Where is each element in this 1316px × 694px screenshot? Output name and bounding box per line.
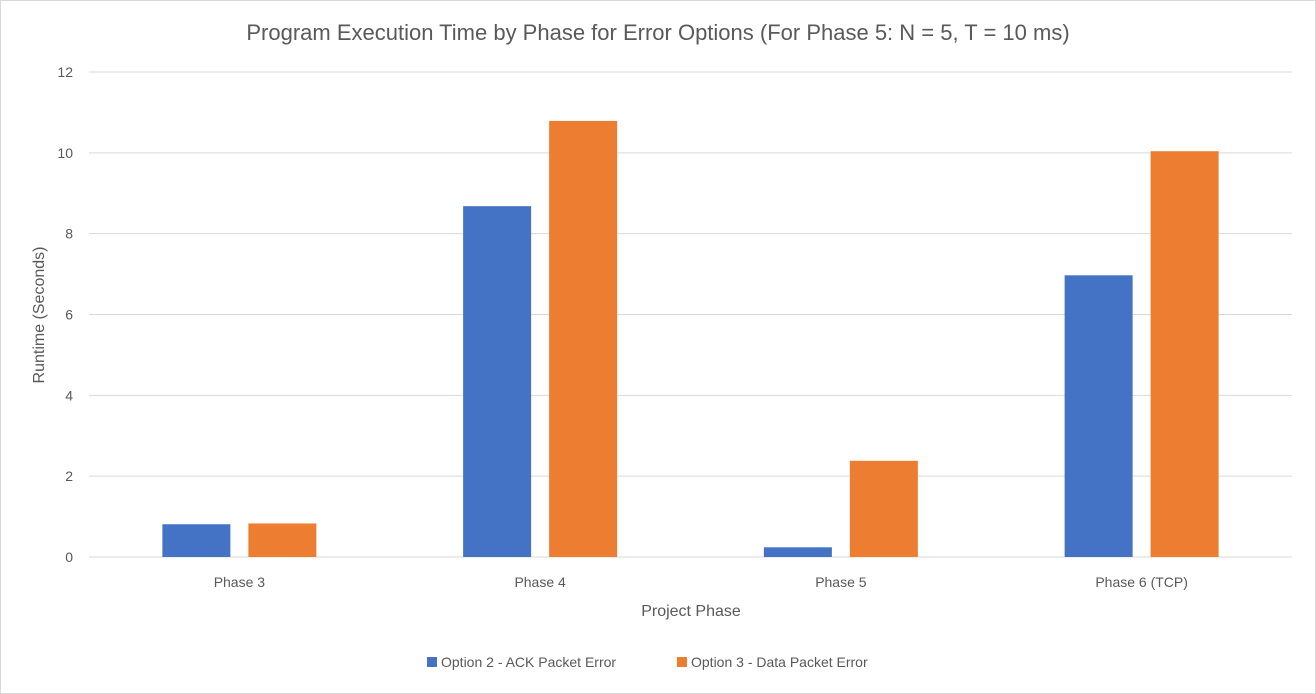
y-tick-labels: 0 2 4 6 8 10 12	[57, 64, 73, 565]
bar	[248, 523, 317, 557]
y-axis-title: Runtime (Seconds)	[31, 247, 48, 384]
legend-label: Option 3 - Data Packet Error	[691, 654, 868, 670]
y-tick-label: 8	[65, 226, 73, 242]
x-tick-label: Phase 6 (TCP)	[1095, 574, 1188, 590]
x-tick-label: Phase 4	[514, 574, 566, 590]
bar	[763, 547, 832, 557]
y-tick-label: 2	[65, 468, 73, 484]
legend-swatch	[427, 657, 437, 667]
x-axis-title: Project Phase	[641, 603, 741, 620]
x-tick-label: Phase 5	[815, 574, 867, 590]
bar	[849, 460, 918, 557]
bar	[1150, 151, 1219, 557]
x-tick-label: Phase 3	[214, 574, 266, 590]
legend-swatch	[677, 657, 687, 667]
y-tick-label: 6	[65, 307, 73, 323]
y-tick-label: 0	[65, 549, 73, 565]
bar	[463, 206, 532, 557]
legend-label: Option 2 - ACK Packet Error	[441, 654, 616, 670]
legend: Option 2 - ACK Packet Error Option 3 - Da…	[427, 654, 868, 670]
y-tick-label: 4	[65, 387, 73, 403]
bar	[1064, 275, 1133, 557]
chart-title: Program Execution Time by Phase for Erro…	[246, 20, 1069, 45]
bars	[162, 120, 1219, 557]
y-tick-label: 12	[57, 64, 73, 80]
y-tick-label: 10	[57, 145, 73, 161]
bar	[549, 120, 618, 557]
bar	[162, 524, 231, 557]
x-tick-labels: Phase 3 Phase 4 Phase 5 Phase 6 (TCP)	[214, 574, 1188, 590]
